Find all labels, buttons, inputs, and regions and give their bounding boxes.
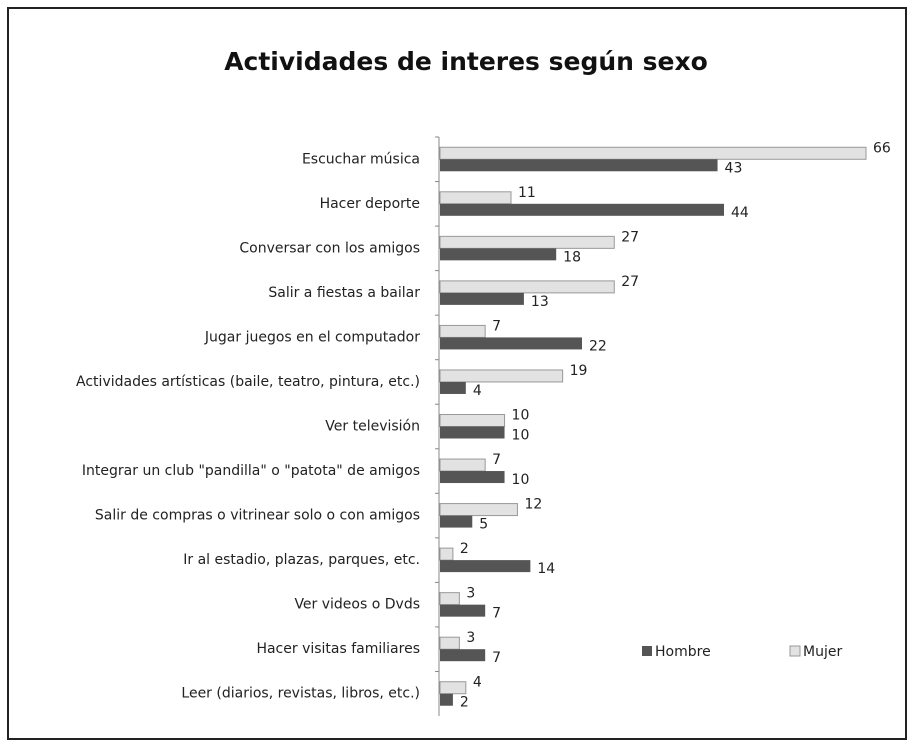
y-tick-label: Ver videos o Dvds bbox=[294, 597, 420, 613]
bar bbox=[440, 337, 582, 350]
bar bbox=[439, 458, 486, 472]
bar bbox=[439, 636, 460, 650]
bar bbox=[439, 324, 486, 338]
bar bbox=[439, 369, 564, 383]
bar bbox=[440, 248, 557, 261]
data-label: 10 bbox=[512, 472, 530, 488]
y-tick-label: Leer (diarios, revistas, libros, etc.) bbox=[181, 686, 420, 702]
data-label: 19 bbox=[570, 363, 588, 379]
data-label: 3 bbox=[466, 586, 475, 602]
data-label: 5 bbox=[479, 517, 488, 533]
data-label: 18 bbox=[563, 249, 581, 265]
data-label: 14 bbox=[537, 561, 555, 577]
bar bbox=[439, 592, 460, 606]
y-tick-label: Actividades artísticas (baile, teatro, p… bbox=[76, 374, 420, 390]
bar bbox=[439, 414, 506, 427]
data-label: 12 bbox=[524, 497, 542, 513]
bar bbox=[440, 426, 505, 439]
bar bbox=[439, 191, 512, 205]
data-label: 11 bbox=[518, 185, 536, 201]
data-label: 22 bbox=[589, 338, 607, 354]
y-tick-label: Integrar un club "pandilla" o "patota" d… bbox=[82, 463, 420, 479]
data-label: 2 bbox=[460, 695, 469, 711]
data-label: 7 bbox=[492, 606, 501, 622]
y-tick-label: Salir a fiestas a bailar bbox=[268, 285, 420, 301]
data-label: 7 bbox=[492, 318, 501, 334]
y-tick-label: Hacer visitas familiares bbox=[256, 641, 420, 657]
bar bbox=[439, 280, 615, 294]
bar bbox=[440, 381, 466, 394]
data-label: 44 bbox=[731, 205, 749, 221]
y-tick-label: Ver televisión bbox=[325, 419, 420, 435]
bar bbox=[440, 604, 486, 617]
bar bbox=[439, 146, 867, 160]
data-label: 13 bbox=[531, 294, 549, 310]
y-tick-label: Hacer deporte bbox=[320, 196, 420, 212]
bar bbox=[440, 693, 453, 706]
bar bbox=[439, 503, 518, 517]
data-label: 7 bbox=[492, 650, 501, 666]
data-label: 10 bbox=[512, 428, 530, 444]
bar bbox=[440, 515, 473, 528]
y-tick-label: Escuchar música bbox=[302, 151, 420, 167]
bar bbox=[440, 471, 505, 484]
data-label: 27 bbox=[621, 274, 639, 290]
bar bbox=[439, 235, 615, 249]
y-tick-label: Conversar con los amigos bbox=[239, 240, 420, 256]
y-tick-label: Salir de compras o vitrinear solo o con … bbox=[95, 508, 420, 524]
legend-label: Mujer bbox=[803, 644, 842, 660]
bar bbox=[440, 649, 486, 662]
data-label: 7 bbox=[492, 452, 501, 468]
bar bbox=[440, 159, 718, 172]
bar bbox=[439, 681, 467, 695]
y-tick-label: Jugar juegos en el computador bbox=[204, 329, 420, 345]
data-label: 2 bbox=[460, 541, 469, 557]
legend-label: Hombre bbox=[655, 644, 711, 660]
data-label: 4 bbox=[473, 383, 482, 399]
data-label: 66 bbox=[873, 140, 891, 156]
legend-swatch bbox=[642, 646, 652, 656]
data-label: 4 bbox=[473, 675, 482, 691]
data-label: 27 bbox=[621, 229, 639, 245]
chart-title: Actividades de interes según sexo bbox=[224, 47, 708, 76]
bar bbox=[440, 560, 531, 573]
legend-swatch bbox=[789, 645, 801, 657]
data-label: 43 bbox=[725, 160, 743, 176]
data-label: 10 bbox=[512, 408, 530, 424]
bar bbox=[440, 292, 524, 305]
bar bbox=[440, 203, 724, 216]
data-label: 3 bbox=[466, 630, 475, 646]
y-tick-label: Ir al estadio, plazas, parques, etc. bbox=[183, 552, 420, 568]
bar bbox=[439, 547, 454, 561]
